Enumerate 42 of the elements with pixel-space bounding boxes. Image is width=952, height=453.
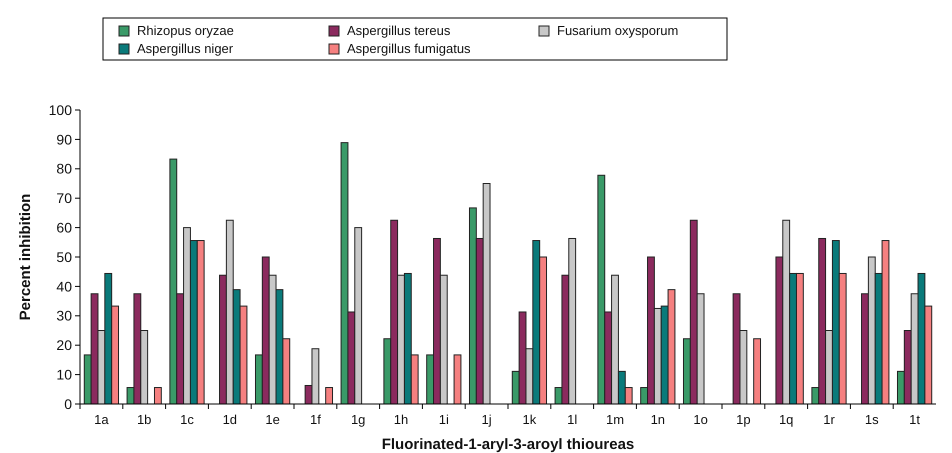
x-tick-label: 1i xyxy=(438,412,449,427)
legend-label: Rhizopus oryzae xyxy=(137,23,234,38)
legend-label: Fusarium oxysporum xyxy=(557,23,678,38)
y-tick-label: 80 xyxy=(56,160,72,177)
y-tick-label: 0 xyxy=(64,396,72,412)
x-tick-label: 1d xyxy=(222,412,238,427)
x-tick-label: 1c xyxy=(180,412,194,427)
x-tick-label: 1n xyxy=(650,412,666,427)
y-tick-label: 70 xyxy=(56,190,72,206)
y-tick-label: 10 xyxy=(56,366,72,382)
x-tick-label: 1g xyxy=(350,412,366,427)
legend-label: Aspergillus niger xyxy=(137,41,234,56)
legend-label: Aspergillus fumigatus xyxy=(347,41,472,56)
x-tick-label: 1t xyxy=(909,412,920,427)
y-tick-label: 30 xyxy=(56,308,72,324)
x-tick-label: 1l xyxy=(567,412,578,427)
bar xyxy=(325,387,334,404)
x-tick-label: 1e xyxy=(265,412,280,427)
x-tick-label: 1m xyxy=(606,412,624,427)
x-tick-label: 1h xyxy=(394,412,408,427)
x-tick-label: 1s xyxy=(864,412,880,427)
y-tick-label: 50 xyxy=(56,248,72,265)
x-tick-label: 1p xyxy=(736,412,751,427)
x-axis-title: Fluorinated-1-aryl-3-aroyl thioureas xyxy=(382,436,634,453)
y-tick-label: 40 xyxy=(56,278,72,294)
y-axis-title: Percent inhibition xyxy=(17,194,34,320)
bar xyxy=(154,387,162,404)
x-tick-label: 1j xyxy=(482,412,492,427)
x-tick-label: 1q xyxy=(778,412,794,427)
x-tick-label: 1o xyxy=(693,412,708,427)
y-tick-label: 60 xyxy=(56,220,72,236)
x-tick-label: 1b xyxy=(136,412,152,427)
legend-label: Aspergillus tereus xyxy=(347,23,451,38)
bar xyxy=(753,338,762,404)
y-tick-label: 100 xyxy=(48,102,72,118)
x-tick-label: 1k xyxy=(522,412,537,427)
y-tick-label: 20 xyxy=(56,337,72,354)
bar xyxy=(454,354,462,404)
x-tick-label: 1a xyxy=(94,412,110,427)
x-tick-label: 1f xyxy=(310,412,322,427)
y-tick-label: 90 xyxy=(56,131,72,148)
x-tick-label: 1r xyxy=(823,412,836,427)
